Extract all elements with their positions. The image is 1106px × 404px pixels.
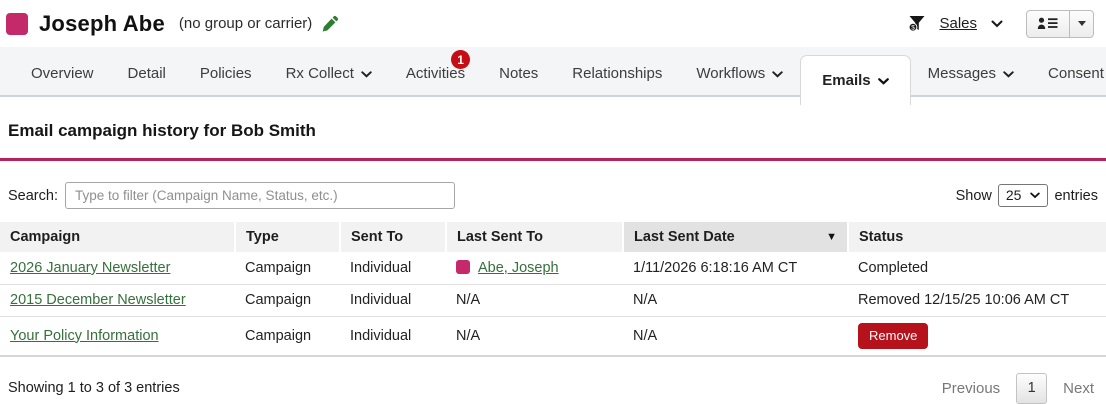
type-cell: Campaign (235, 252, 340, 285)
caret-down-icon (1077, 21, 1086, 30)
table-row: Your Policy Information Campaign Individ… (0, 316, 1106, 357)
last-sent-date-cell: N/A (623, 284, 848, 317)
status-cell: Removed 12/15/25 10:06 AM CT (848, 284, 1106, 317)
view-chevron-down-icon[interactable] (991, 20, 1003, 28)
tab-workflows[interactable]: Workflows (679, 65, 800, 97)
sent-to-cell: Individual (340, 252, 446, 285)
pagination: Previous 1 Next (940, 372, 1096, 404)
tab-policies[interactable]: Policies (199, 65, 252, 82)
tab-rx-collect[interactable]: Rx Collect (269, 65, 389, 97)
sort-descending-icon: ▼ (826, 231, 837, 243)
type-cell: Campaign (235, 284, 340, 317)
accent-divider (0, 158, 1106, 161)
status-cell: Completed (848, 252, 1106, 285)
table-footer: Showing 1 to 3 of 3 entries Previous 1 N… (0, 372, 1106, 404)
last-sent-date-cell: 1/11/2026 6:18:16 AM CT (623, 252, 848, 285)
tab-activities[interactable]: Activities 1 (389, 50, 482, 97)
contact-list-button[interactable] (1026, 9, 1070, 38)
header-actions: $ Sales (908, 9, 1094, 38)
contact-color-swatch (456, 259, 470, 274)
contact-color-swatch (6, 12, 28, 35)
page-number-button[interactable]: 1 (1016, 372, 1048, 404)
activities-count-badge: 1 (451, 50, 471, 69)
chevron-down-icon (361, 71, 372, 78)
tab-relationships[interactable]: Relationships (572, 65, 663, 82)
sales-funnel-filter-icon[interactable]: $ (908, 15, 927, 32)
contact-link[interactable]: Abe, Joseph (478, 259, 559, 276)
table-row: 2015 December Newsletter Campaign Indivi… (0, 284, 1106, 317)
tab-messages[interactable]: Messages (911, 65, 1031, 97)
entries-summary: Showing 1 to 3 of 3 entries (8, 380, 180, 396)
tab-notes[interactable]: Notes (499, 65, 539, 82)
last-sent-to-cell: Abe, Joseph (446, 252, 623, 285)
contact-actions-button-group (1026, 9, 1094, 38)
contact-header: Joseph Abe (no group or carrier) $ Sales (0, 0, 1106, 47)
column-header-last-sent-date[interactable]: Last Sent Date ▼ (623, 222, 849, 252)
last-sent-date-cell: N/A (623, 316, 848, 357)
type-cell: Campaign (235, 316, 340, 357)
status-cell: Remove (848, 316, 1106, 357)
column-header-status[interactable]: Status (848, 222, 1106, 252)
search-input[interactable] (64, 182, 455, 209)
show-label: Show (955, 187, 992, 204)
remove-button[interactable]: Remove (858, 322, 929, 349)
chevron-down-icon (772, 71, 783, 78)
tab-consent[interactable]: Consent (1048, 65, 1104, 82)
view-selector-link[interactable]: Sales (939, 15, 977, 32)
table-header-row: Campaign Type Sent To Last Sent To Last … (0, 222, 1106, 252)
next-page-button[interactable]: Next (1063, 379, 1094, 397)
tab-emails[interactable]: Emails (800, 55, 911, 105)
page-size-control: Show 25 entries (956, 184, 1098, 207)
last-sent-to-cell: N/A (446, 316, 623, 357)
table-toolbar: Search: Show 25 entries (8, 182, 1098, 209)
contact-group-note: (no group or carrier) (178, 15, 313, 32)
page-title: Email campaign history for Bob Smith (8, 121, 316, 140)
column-header-sent-to[interactable]: Sent To (340, 222, 447, 252)
column-header-type[interactable]: Type (235, 222, 341, 252)
column-header-last-sent-to[interactable]: Last Sent To (446, 222, 624, 252)
chevron-down-icon (1003, 71, 1014, 78)
tab-overview[interactable]: Overview (31, 65, 94, 82)
edit-pencil-icon[interactable] (321, 15, 339, 33)
previous-page-button[interactable]: Previous (941, 379, 1001, 397)
entries-label: entries (1054, 187, 1098, 204)
page-size-value: 25 (1005, 187, 1022, 203)
sent-to-cell: Individual (340, 316, 446, 357)
page-size-select[interactable]: 25 (997, 184, 1049, 207)
sent-to-cell: Individual (340, 284, 446, 317)
campaign-link[interactable]: 2015 December Newsletter (10, 292, 186, 308)
search-label: Search: (8, 187, 58, 204)
contact-name: Joseph Abe (39, 10, 165, 36)
contact-actions-dropdown-button[interactable] (1069, 9, 1094, 38)
chevron-down-icon (877, 78, 889, 85)
chevron-down-icon (1030, 192, 1041, 198)
campaign-history-table: Campaign Type Sent To Last Sent To Last … (0, 222, 1106, 357)
table-row: 2026 January Newsletter Campaign Individ… (0, 252, 1106, 285)
last-sent-to-cell: N/A (446, 284, 623, 317)
campaign-link[interactable]: Your Policy Information (10, 327, 159, 344)
contact-tab-bar: Overview Detail Policies Rx Collect Acti… (0, 47, 1106, 105)
svg-text:$: $ (912, 24, 916, 31)
tab-detail[interactable]: Detail (127, 65, 166, 82)
column-header-campaign[interactable]: Campaign (0, 222, 236, 252)
campaign-link[interactable]: 2026 January Newsletter (10, 259, 171, 276)
